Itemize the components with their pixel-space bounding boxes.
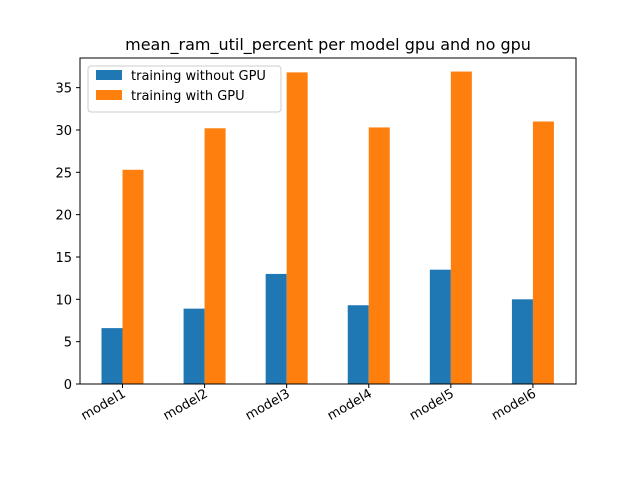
plot-frame [79, 57, 577, 385]
y-tick-label: 25 [55, 166, 72, 181]
legend-swatch [96, 90, 122, 100]
x-tick-label-model5: model5 [407, 386, 457, 423]
chart-title: mean_ram_util_percent per model gpu and … [125, 35, 531, 55]
legend-label: training without GPU [131, 69, 266, 84]
y-tick-label: 35 [55, 82, 72, 97]
x-tick-label-model6: model6 [489, 386, 539, 423]
x-tick-label-model3: model3 [243, 386, 293, 423]
legend-label: training with GPU [131, 89, 245, 104]
bar-without-gpu-model3 [265, 273, 287, 384]
y-tick-label: 20 [55, 209, 72, 224]
x-tick-label-model2: model2 [161, 386, 211, 423]
x-axis: model1 model2 model3 model4 model5 model6 [79, 384, 539, 424]
bar-without-gpu-model6 [511, 299, 533, 384]
x-tick-label-model1: model1 [79, 386, 129, 423]
bar-with-gpu-model6 [532, 121, 554, 384]
bar-without-gpu-model4 [347, 305, 369, 384]
y-tick-label: 30 [55, 124, 72, 139]
y-tick-label: 10 [55, 293, 72, 308]
bars-layer [101, 71, 554, 385]
bar-without-gpu-model2 [183, 308, 205, 384]
legend: training without GPU training with GPU [87, 65, 282, 113]
bar-with-gpu-model3 [286, 72, 308, 384]
bar-without-gpu-model5 [429, 269, 451, 384]
bar-without-gpu-model1 [101, 328, 123, 384]
y-axis: 0 5 10 15 20 25 30 35 [55, 82, 80, 393]
bar-with-gpu-model2 [204, 128, 226, 384]
y-tick-label: 15 [55, 251, 72, 266]
x-tick-label-model4: model4 [325, 386, 375, 423]
legend-box [87, 65, 282, 113]
bar-with-gpu-model1 [122, 169, 144, 384]
bar-with-gpu-model5 [450, 71, 472, 385]
bar-with-gpu-model4 [368, 127, 390, 385]
legend-swatch [96, 70, 122, 80]
y-tick-label: 0 [64, 378, 72, 393]
y-tick-label: 5 [64, 336, 72, 351]
